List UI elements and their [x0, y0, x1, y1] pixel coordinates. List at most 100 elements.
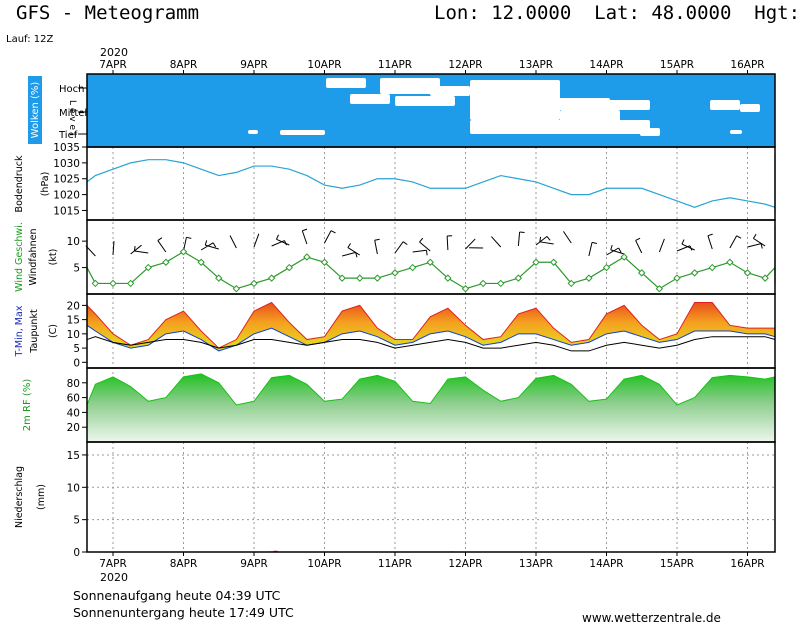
cloud-level-label: Hoch — [59, 84, 84, 95]
wind-speed-point — [761, 274, 769, 282]
wind-barb-flag — [707, 233, 713, 237]
wind-speed-point — [673, 274, 681, 282]
precip-ytick-label: 15 — [67, 450, 80, 462]
x-tick-label-top: 12APR — [448, 59, 482, 71]
wind-ytick-label: 5 — [73, 263, 80, 275]
wind-barb — [563, 231, 572, 244]
wind-barb — [200, 242, 214, 251]
wind-speed-point — [408, 263, 417, 272]
wind-barb — [276, 238, 290, 246]
wind-barb — [491, 236, 502, 248]
x-tick-label-top: 10APR — [307, 59, 341, 71]
pressure-y-label: Bodendruck — [14, 155, 25, 212]
x-tick-label-bottom: 12APR — [448, 558, 482, 570]
wind-speed-point — [479, 279, 487, 288]
wind-barb — [134, 250, 149, 254]
wind-barb — [707, 235, 713, 250]
precip-ytick-label: 5 — [73, 515, 80, 527]
x-tick-label-top: 7APR — [99, 59, 127, 71]
cloud-label-box — [28, 76, 42, 144]
pressure-ytick-label: 1020 — [53, 190, 80, 202]
pressure-ytick-label: 1025 — [53, 174, 80, 186]
wind-speed-point — [708, 263, 716, 272]
wind-barb-flag — [591, 241, 598, 244]
wind-y-label2: Windfahnen — [28, 229, 39, 286]
wind-barb — [588, 242, 593, 257]
x-tick-label-bottom: 9APR — [240, 558, 268, 570]
wind-speed-point — [179, 248, 188, 256]
cloud-level-label: Tief — [58, 130, 78, 141]
cloud-patch — [640, 128, 660, 136]
wind-speed-point — [267, 274, 276, 282]
x-tick-label-bottom: 14APR — [589, 558, 623, 570]
cloud-patch — [350, 94, 390, 104]
rf-ytick-label: 80 — [67, 378, 80, 390]
wind-barb — [271, 240, 285, 247]
wind-speed-point — [356, 274, 364, 282]
wind-speed-point — [162, 258, 170, 266]
wind-speed-point — [373, 274, 382, 282]
precip-y-unit: (mm) — [36, 484, 47, 510]
wind-barb-flag — [374, 238, 380, 241]
rf-ytick-label: 60 — [67, 393, 80, 405]
wind-speed-point — [109, 279, 117, 288]
cloud-y-label: Wolken (%) — [30, 82, 41, 139]
precip-ytick-label: 0 — [73, 547, 80, 559]
cloud-patch — [326, 78, 366, 88]
wind-barb-flag — [157, 237, 163, 241]
wind-barb-flag — [347, 243, 351, 248]
wind-speed-point — [620, 253, 628, 261]
source-link[interactable]: www.wetterzentrale.de — [582, 611, 721, 625]
wind-barb — [394, 241, 404, 254]
wind-speed-point — [285, 263, 293, 272]
x-tick-label-top: 11APR — [378, 59, 412, 71]
wind-barb-flag — [752, 233, 757, 239]
wind-barb — [681, 243, 695, 251]
wind-speed-point — [532, 258, 540, 266]
year-top: 2020 — [100, 46, 128, 59]
wind-speed-point — [655, 285, 664, 293]
pressure-panel-frame — [86, 146, 776, 221]
x-tick-label-top: 13APR — [519, 59, 553, 71]
chart-title: GFS - Meteogramm — [16, 2, 200, 24]
x-tick-label-top: 15APR — [660, 59, 694, 71]
cloud-patch — [248, 130, 258, 134]
wind-barb-flag — [355, 252, 358, 258]
pressure-y-unit: (hPa) — [40, 172, 51, 197]
temp-ytick-label: 5 — [73, 343, 80, 355]
temp-y-label2: Taupunkt — [29, 309, 40, 354]
wind-speed-point — [726, 258, 734, 266]
precip-y-label: Niederschlag — [14, 466, 25, 528]
cloud-patch — [480, 126, 640, 134]
wind-barb — [419, 241, 431, 252]
wind-speed-point — [215, 274, 223, 282]
wind-barb — [658, 238, 665, 253]
sunset-text: Sonnenuntergang heute 17:49 UTC — [73, 605, 294, 620]
wind-barb — [635, 240, 643, 254]
wind-barb — [446, 235, 449, 251]
wind-barb-flag — [539, 236, 542, 242]
precipitation-panel-frame — [86, 441, 776, 553]
temp-y-label: T-Min, Max — [14, 305, 25, 357]
wind-speed-point — [250, 279, 258, 288]
year-bottom: 2020 — [100, 571, 128, 584]
wind-barb-flag — [546, 236, 551, 241]
cloud-patch — [560, 110, 620, 124]
temp-range-area — [87, 302, 775, 360]
wind-barb — [301, 230, 308, 245]
wind-speed-point — [690, 269, 699, 277]
wind-speed-point — [549, 258, 558, 266]
humidity-area — [87, 371, 775, 442]
temp-ytick-label: 15 — [67, 315, 80, 327]
cloud-patch — [710, 100, 740, 110]
wind-speed-point — [567, 279, 575, 288]
wind-barb — [253, 233, 260, 248]
wind-speed-point — [585, 274, 593, 282]
wind-barb-flag — [760, 243, 763, 249]
wind-barb-flag — [681, 239, 685, 245]
wind-barb-flag — [736, 235, 742, 239]
wind-barb-flag — [212, 242, 217, 248]
cloud-level-axis-label: L e v e l — [67, 100, 77, 135]
pressure-line — [86, 153, 776, 214]
